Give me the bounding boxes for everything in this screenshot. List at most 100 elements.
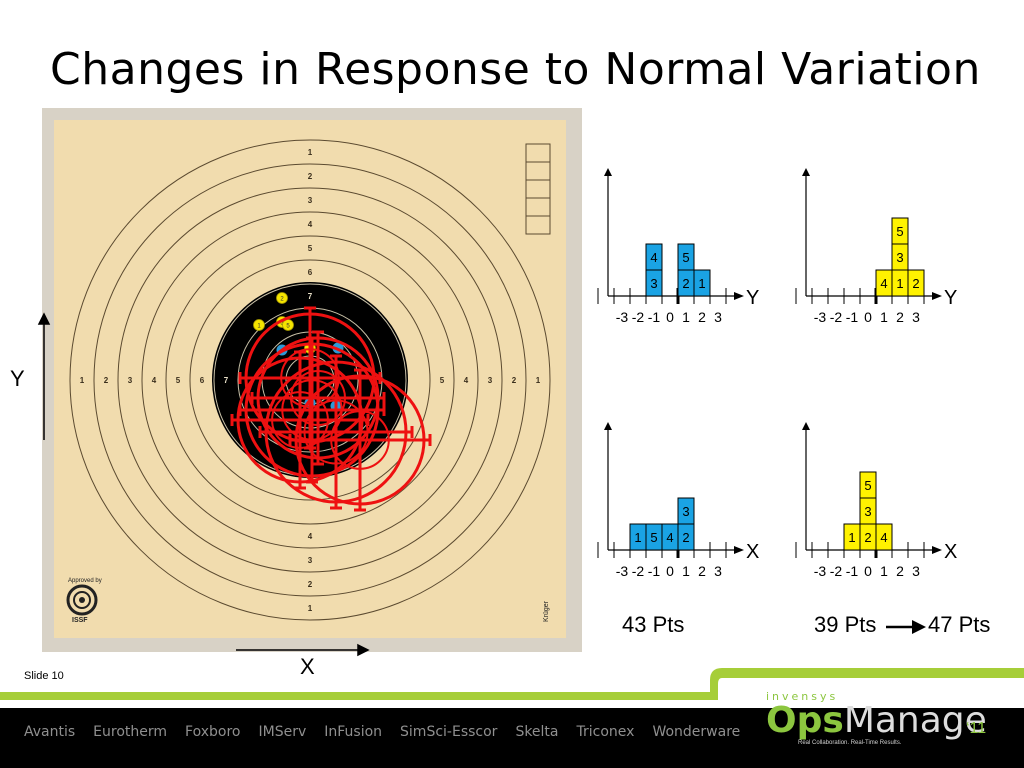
hist-tick-label: 1 [682, 563, 690, 579]
footer-link-triconex[interactable]: Triconex [576, 724, 635, 740]
ring-number: 1 [308, 148, 313, 157]
ring-number: 5 [308, 244, 313, 253]
hist-tick-label: 3 [714, 563, 722, 579]
footer-link-infusion[interactable]: InFusion [324, 724, 383, 740]
hist-block-label: 5 [896, 224, 903, 239]
hist-block-label: 1 [634, 530, 641, 545]
shot-number: 2 [280, 297, 284, 303]
hist-tick-label: 2 [698, 563, 706, 579]
hist-tick-label: 1 [880, 563, 888, 579]
footer-link-eurotherm[interactable]: Eurotherm [93, 724, 168, 740]
logo-manage: Manage [843, 700, 987, 741]
hist-tick-label: 2 [698, 309, 706, 325]
hist-block-label: 3 [650, 276, 657, 291]
footer-link-wonderware[interactable]: Wonderware [652, 724, 741, 740]
ring-number: 7 [308, 292, 313, 301]
hist-block [907, 269, 925, 297]
shot-yellow [282, 319, 294, 331]
ring [141, 211, 479, 549]
ring-number: 2 [512, 376, 517, 385]
logo-tagline: Real Collaboration. Real-Time Results. [798, 740, 902, 746]
points-left: 43 Pts [622, 612, 685, 637]
hist-block [859, 471, 877, 499]
hist-x-arrowhead [734, 546, 744, 554]
ring-labels: 1 2 3 4 5 6 7 4 3 2 1 1 2 3 4 5 6 7 5 4 3 2 1 [80, 148, 541, 613]
hist-tick-label: -2 [632, 309, 645, 325]
ring [69, 139, 551, 621]
ring-number: 3 [488, 376, 493, 385]
hist-tick-label: -1 [846, 309, 859, 325]
ring-number: 1 [308, 604, 313, 613]
hist-tick-label: 0 [666, 563, 674, 579]
hist-tick-label: 1 [880, 309, 888, 325]
ring-number: 1 [80, 376, 85, 385]
hist-block-label: 3 [682, 504, 689, 519]
hist-tick-label: 0 [864, 563, 872, 579]
ring-number: 3 [308, 556, 313, 565]
hist-block-label: 1 [896, 276, 903, 291]
footer-accent-band [0, 668, 1024, 700]
hist-y-arrowhead [604, 422, 612, 430]
target-y-label: Y [10, 366, 25, 391]
slide-title: Changes in Response to Normal Variation [50, 44, 981, 95]
ring-number: 5 [176, 376, 181, 385]
logo-wordmark: OpsManage [766, 700, 987, 741]
hist-y-arrowhead [802, 422, 810, 430]
y-arrow [37, 312, 51, 440]
footer-bar [0, 708, 1024, 768]
ring-number: 1 [536, 376, 541, 385]
logo-ops: Ops [766, 700, 844, 741]
hist-axis-label: Y [944, 287, 957, 309]
issf-text: ISSF [72, 617, 88, 624]
hist-block-label: 5 [682, 250, 689, 265]
shot-number: 5 [286, 324, 290, 330]
ring-number: 6 [200, 376, 205, 385]
ring [93, 163, 527, 597]
hist-axis-label: X [944, 541, 957, 563]
reticle [258, 354, 414, 510]
hist-block-label: 3 [896, 250, 903, 265]
hist-tick-label: -2 [830, 309, 843, 325]
hist-block-label: 4 [880, 276, 887, 291]
footer-link-foxboro[interactable]: Foxboro [185, 724, 241, 740]
hist-tick-label: 3 [714, 309, 722, 325]
hist-tick-label: 1 [682, 309, 690, 325]
hist-block-label: 5 [864, 478, 871, 493]
hist-block [693, 269, 711, 297]
ring-number: 3 [308, 196, 313, 205]
hist-block-label: 4 [880, 530, 887, 545]
footer-link-avantis[interactable]: Avantis [24, 724, 76, 740]
hist-block-label: 2 [912, 276, 919, 291]
hist-block-label: 2 [682, 530, 689, 545]
ring-number: 6 [308, 268, 313, 277]
footer-link-simsci[interactable]: SimSci-Esscor [400, 724, 498, 740]
ring-number: 4 [308, 532, 313, 541]
ring [189, 259, 431, 501]
hist-tick-label: -3 [616, 563, 629, 579]
ring-number: 5 [440, 376, 445, 385]
points-right-before: 39 Pts [814, 612, 877, 637]
hist-tick-label: -1 [648, 563, 661, 579]
hist-tick-label: 2 [896, 309, 904, 325]
ring-number: 7 [224, 376, 229, 385]
footer-link-skelta[interactable]: Skelta [515, 724, 559, 740]
hist-axis-label: Y [746, 287, 759, 309]
ring-number: 2 [308, 580, 313, 589]
ring-number: 2 [104, 376, 109, 385]
shot-yellow [276, 292, 288, 304]
hist-x-arrowhead [734, 292, 744, 300]
hist-block-label: 4 [650, 250, 657, 265]
ring-number: 2 [308, 172, 313, 181]
red-reticles [230, 306, 432, 512]
maker-text: Krüger [543, 600, 550, 622]
hist-y-arrowhead [604, 168, 612, 176]
ring [165, 235, 455, 525]
hist-axis-label: X [746, 541, 759, 563]
hist-block [677, 243, 695, 271]
hist-block [645, 243, 663, 271]
hist-tick-label: -3 [814, 563, 827, 579]
footer-link-imserv[interactable]: IMServ [258, 724, 307, 740]
